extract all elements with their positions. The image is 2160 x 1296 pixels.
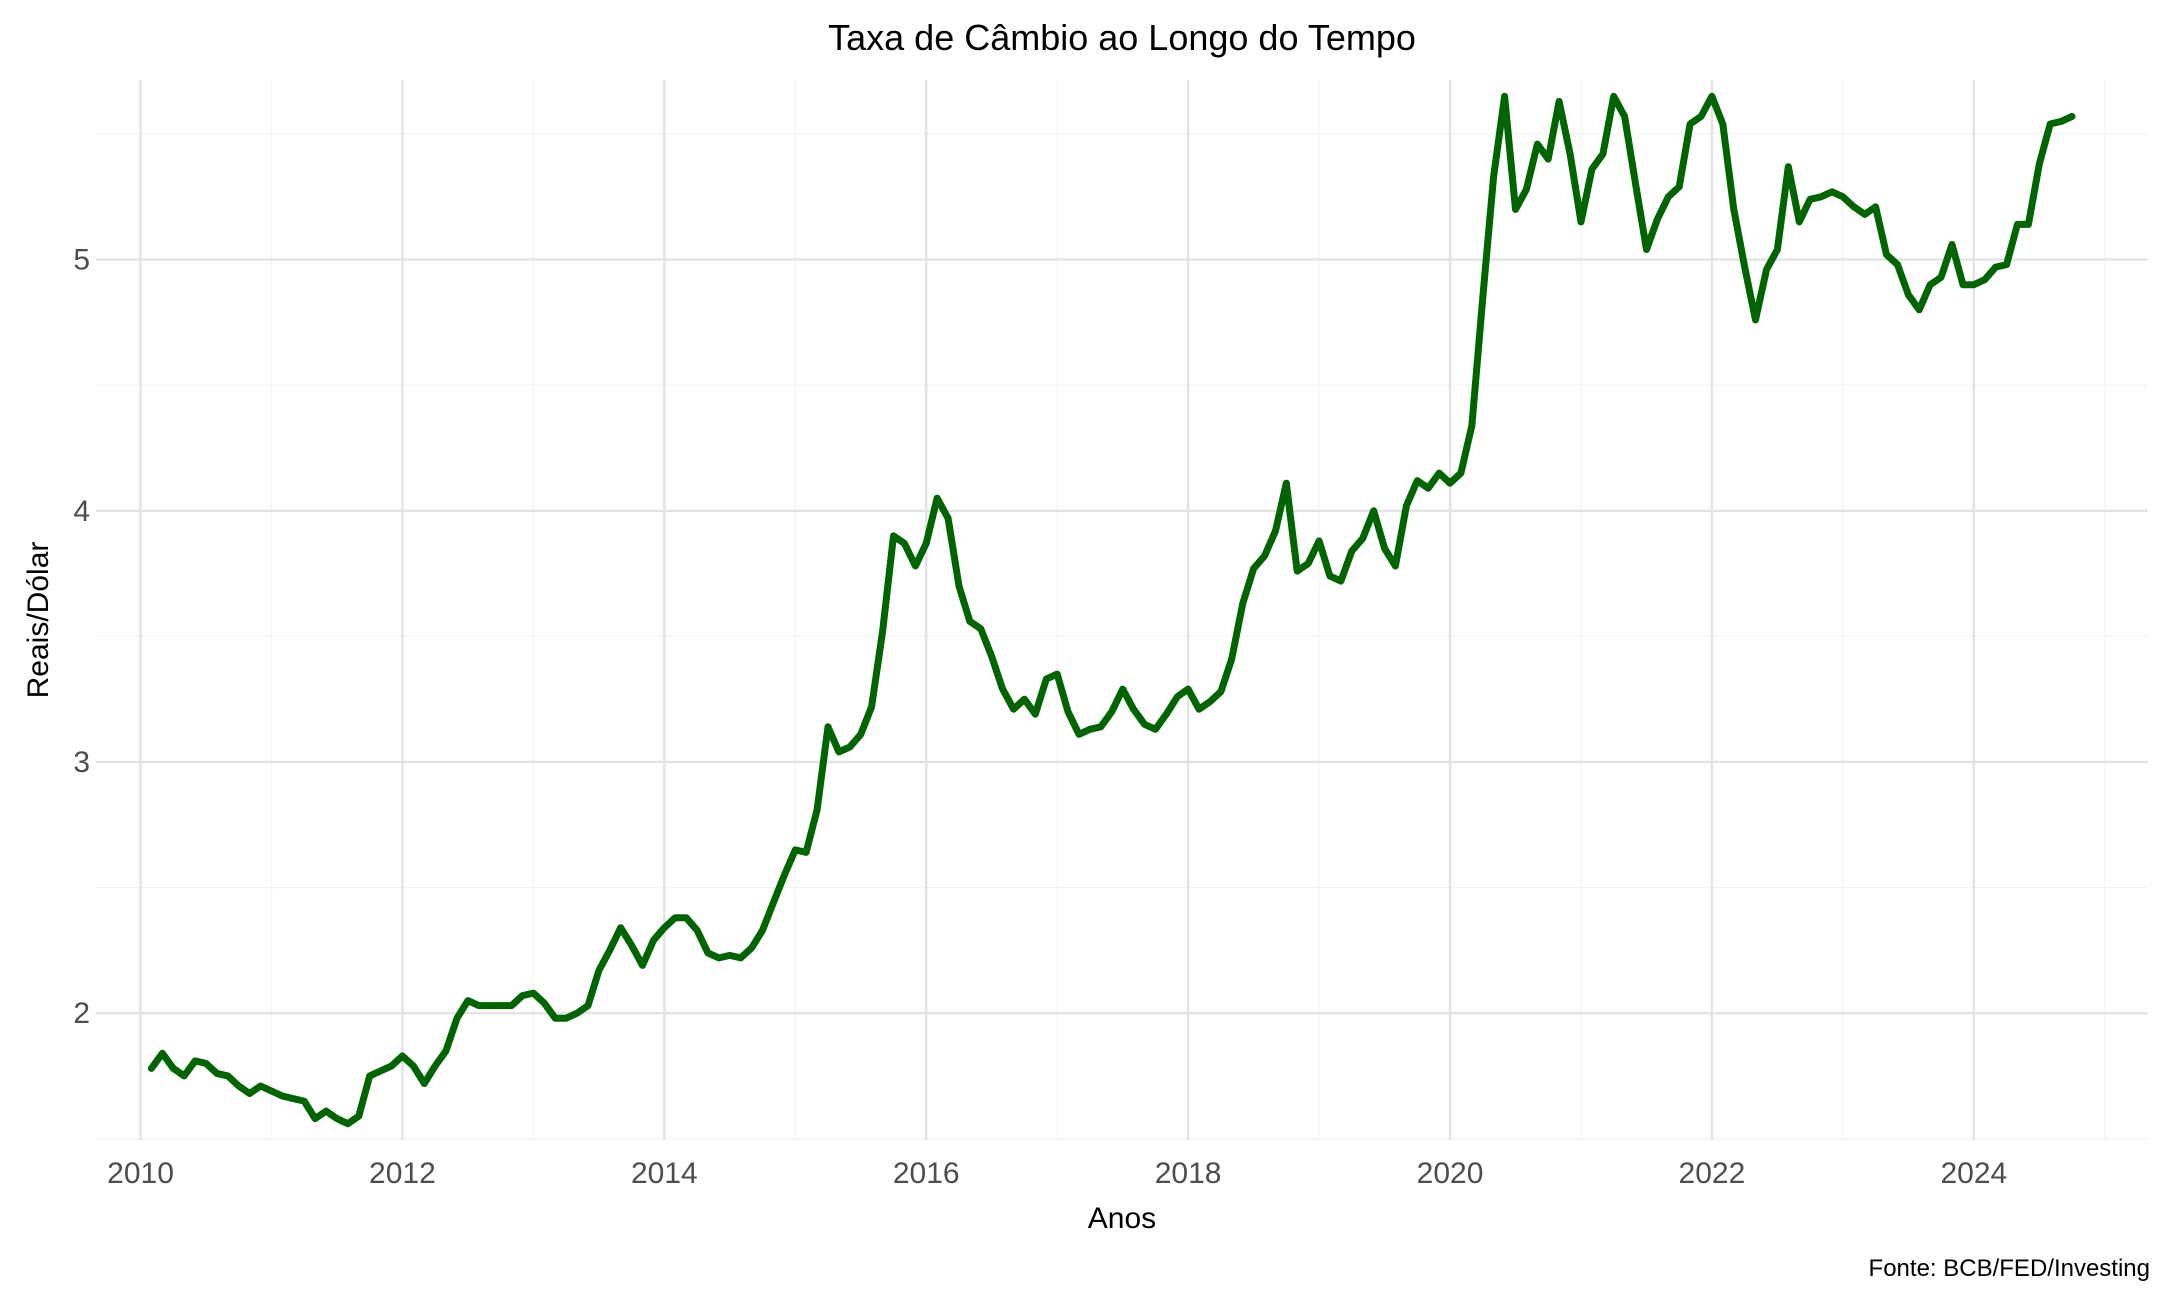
- y-axis-ticks: 2 3 4 5: [73, 244, 90, 1031]
- x-tick-label: 2024: [1940, 1157, 2007, 1190]
- minor-gridlines: [96, 80, 2148, 1140]
- y-tick-label: 3: [73, 746, 90, 779]
- x-tick-label: 2012: [369, 1157, 436, 1190]
- x-tick-label: 2016: [893, 1157, 960, 1190]
- y-tick-label: 2: [73, 997, 90, 1030]
- y-tick-label: 5: [73, 244, 90, 277]
- x-tick-label: 2022: [1679, 1157, 1746, 1190]
- y-axis-title: Reais/Dólar: [22, 542, 55, 699]
- x-tick-label: 2018: [1155, 1157, 1222, 1190]
- major-gridlines: [96, 80, 2148, 1140]
- x-tick-label: 2020: [1417, 1157, 1484, 1190]
- x-axis-title: Anos: [1088, 1202, 1156, 1235]
- chart-title: Taxa de Câmbio ao Longo do Tempo: [828, 17, 1416, 58]
- x-axis-ticks: 2010 2012 2014 2016 2018 2020 2022 2024: [107, 1157, 2007, 1190]
- y-tick-label: 4: [73, 495, 90, 528]
- x-tick-label: 2014: [631, 1157, 698, 1190]
- x-tick-label: 2010: [107, 1157, 174, 1190]
- exchange-rate-line: [147, 92, 2076, 1128]
- source-caption: Fonte: BCB/FED/Investing: [1869, 1255, 2150, 1282]
- series-layer: [147, 92, 2076, 1128]
